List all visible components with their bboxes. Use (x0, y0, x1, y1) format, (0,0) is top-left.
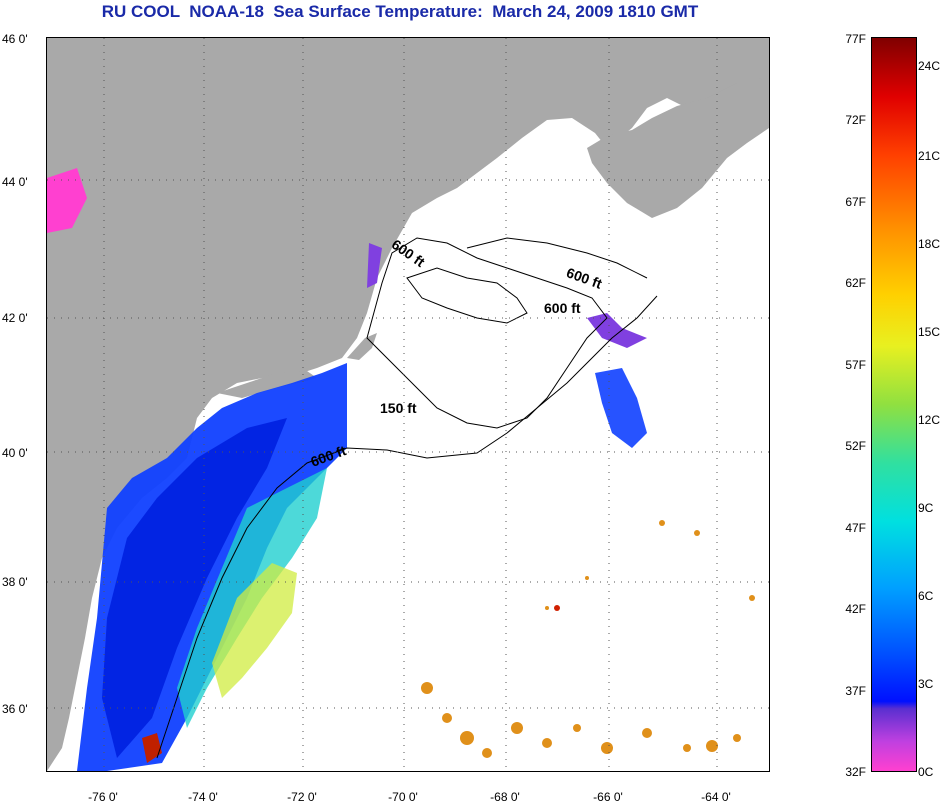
sst-transition-yellow (212, 563, 297, 698)
depth-label-600ft-georges: 600 ft (544, 300, 581, 316)
sst-warm-specks (421, 520, 755, 758)
lon-label-74: -74 0' (188, 790, 218, 804)
lat-label-46: 46 0' (2, 32, 28, 46)
lon-label-64: -64 0' (701, 790, 731, 804)
cbar-f-37: 37F (845, 684, 866, 698)
cbar-c-12: 12C (918, 413, 941, 427)
sst-coldest-patch-georges (587, 313, 647, 348)
cbar-f-77: 77F (845, 32, 866, 46)
lat-label-38: 38 0' (2, 575, 28, 589)
cbar-f-67: 67F (845, 195, 866, 209)
contour-600ft-shelf-break (156, 295, 658, 759)
lat-label-36: 36 0' (2, 702, 28, 716)
sst-warm-hatteras (142, 733, 162, 763)
map-title: RU COOL NOAA-18 Sea Surface Temperature:… (101, 2, 699, 21)
sst-coldest-patch-gulf (367, 243, 382, 288)
lat-label-40: 40 0' (2, 446, 28, 460)
cbar-c-6: 6C (918, 589, 934, 603)
land-mass-mainland (47, 38, 769, 771)
temperature-colorbar (871, 37, 917, 772)
lon-label-70: -70 0' (388, 790, 418, 804)
cbar-c-18: 18C (918, 237, 941, 251)
cbar-f-52: 52F (845, 439, 866, 453)
lat-label-44: 44 0' (2, 175, 28, 189)
lon-label-68: -68 0' (490, 790, 520, 804)
cbar-f-32: 32F (845, 765, 866, 779)
sst-map (46, 37, 770, 772)
cbar-c-3: 3C (918, 677, 934, 691)
cbar-f-47: 47F (845, 521, 866, 535)
cbar-f-42: 42F (845, 602, 866, 616)
cbar-f-57: 57F (845, 358, 866, 372)
sst-coldest-patch-lake (47, 168, 87, 233)
cbar-c-24: 24C (918, 59, 941, 73)
lon-label-76: -76 0' (88, 790, 118, 804)
cbar-c-15: 15C (918, 325, 941, 339)
land-long-island (217, 371, 317, 398)
land-cape-cod (347, 333, 377, 360)
cbar-f-62: 62F (845, 276, 866, 290)
cbar-f-72: 72F (845, 113, 866, 127)
contour-600ft-gulf (466, 237, 648, 279)
cbar-c-9: 9C (918, 501, 934, 515)
cbar-c-0: 0C (918, 765, 934, 779)
sst-red-speck (554, 605, 560, 611)
lon-label-72: -72 0' (287, 790, 317, 804)
contour-gulf-of-maine (406, 267, 528, 324)
cbar-c-21: 21C (918, 149, 941, 163)
land-mass-nova-scotia (587, 78, 769, 218)
sst-cold-water-inner (102, 418, 287, 758)
sst-georges-blue (595, 368, 647, 448)
lat-label-42: 42 0' (2, 311, 28, 325)
sst-map-graphic (47, 38, 769, 771)
lon-label-66: -66 0' (593, 790, 623, 804)
depth-label-150ft: 150 ft (380, 400, 417, 416)
